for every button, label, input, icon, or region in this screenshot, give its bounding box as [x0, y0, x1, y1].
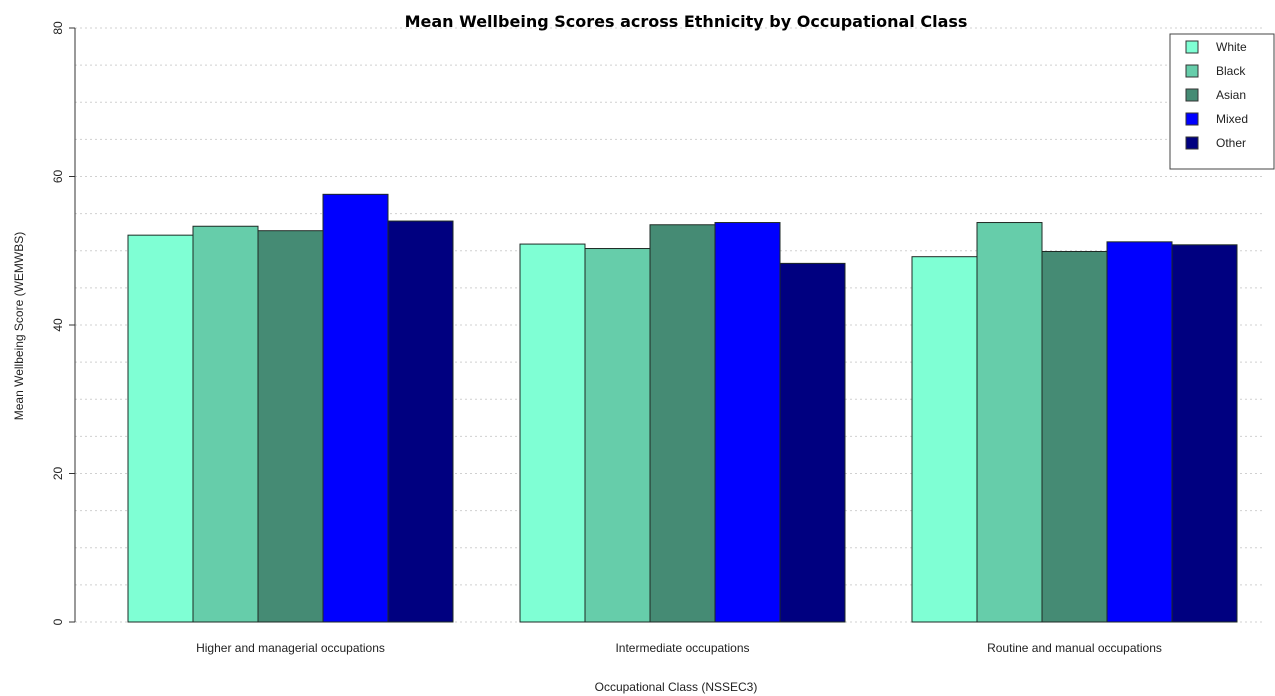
bar-other — [387, 220, 454, 623]
y-axis-label: Mean Wellbeing Score (WEMWBS) — [12, 232, 26, 421]
legend-label: Asian — [1216, 88, 1246, 102]
legend-swatch — [1185, 112, 1199, 126]
legend-label: White — [1216, 40, 1247, 54]
bar-white — [519, 243, 586, 623]
bar-other — [779, 262, 846, 623]
bar-asian — [257, 230, 324, 623]
y-ticks: 0 20 40 60 80 — [51, 21, 75, 625]
y-tick-label: 20 — [51, 467, 65, 481]
bar-asian — [1041, 250, 1108, 623]
bar-asian — [649, 224, 716, 623]
legend-label: Black — [1216, 64, 1246, 78]
bar-mixed — [322, 193, 389, 623]
x-category-label: Routine and manual occupations — [987, 641, 1162, 655]
x-axis-label: Occupational Class (NSSEC3) — [595, 680, 758, 694]
x-category-label: Intermediate occupations — [615, 641, 749, 655]
bars — [127, 193, 1238, 623]
legend-swatch — [1185, 136, 1199, 150]
bar-black — [192, 225, 259, 623]
bar-other — [1171, 244, 1238, 623]
legend-swatch — [1185, 40, 1199, 54]
y-tick-label: 60 — [51, 170, 65, 184]
legend-swatch — [1185, 88, 1199, 102]
chart-title: Mean Wellbeing Scores across Ethnicity b… — [405, 12, 968, 31]
x-category-label: Higher and managerial occupations — [196, 641, 385, 655]
x-category-labels: Higher and managerial occupations Interme… — [196, 641, 1162, 655]
y-tick-label: 80 — [51, 21, 65, 35]
legend-swatch — [1185, 64, 1199, 78]
bar-black — [584, 248, 651, 623]
y-tick-label: 0 — [51, 618, 65, 625]
bar-white — [911, 256, 978, 623]
legend-label: Mixed — [1216, 112, 1248, 126]
legend: White Black Asian Mixed Other — [1169, 33, 1275, 170]
y-tick-label: 40 — [51, 318, 65, 332]
bar-white — [127, 234, 194, 623]
legend-label: Other — [1216, 136, 1246, 150]
bar-black — [976, 222, 1043, 623]
bar-mixed — [1106, 241, 1173, 623]
bar-mixed — [714, 222, 781, 623]
